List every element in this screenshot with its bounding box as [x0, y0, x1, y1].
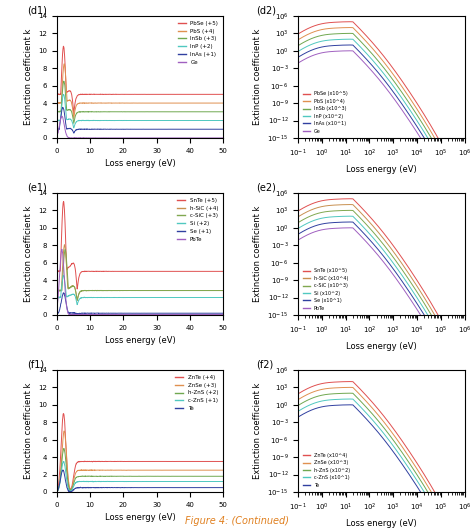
- X-axis label: Loss energy (eV): Loss energy (eV): [346, 165, 417, 174]
- X-axis label: Loss energy (eV): Loss energy (eV): [105, 159, 175, 168]
- Legend: SnTe (x10^5), h-SiC (x10^4), c-SiC (x10^3), Si (x10^2), Se (x10^1), PbTe: SnTe (x10^5), h-SiC (x10^4), c-SiC (x10^…: [301, 267, 350, 313]
- X-axis label: Loss energy (eV): Loss energy (eV): [346, 342, 417, 351]
- Y-axis label: Extinction coefficient k: Extinction coefficient k: [253, 383, 262, 479]
- Legend: PbSe (x10^5), PbS (x10^4), InSb (x10^3), InP (x10^2), InAs (x10^1), Ge: PbSe (x10^5), PbS (x10^4), InSb (x10^3),…: [301, 89, 349, 135]
- Text: (e2): (e2): [256, 183, 276, 193]
- Text: (e1): (e1): [27, 183, 46, 193]
- Text: (d2): (d2): [256, 5, 276, 15]
- Text: (d1): (d1): [27, 5, 47, 15]
- Text: (f2): (f2): [256, 359, 274, 369]
- Text: Figure 4: (Continued): Figure 4: (Continued): [185, 516, 289, 526]
- Y-axis label: Extinction coefficient k: Extinction coefficient k: [24, 29, 33, 125]
- Text: (f1): (f1): [27, 359, 44, 369]
- Legend: ZnTe (+4), ZnSe (+3), h-ZnS (+2), c-ZnS (+1), Te: ZnTe (+4), ZnSe (+3), h-ZnS (+2), c-ZnS …: [173, 372, 220, 413]
- Legend: SnTe (+5), h-SiC (+4), c-SiC (+3), Si (+2), Se (+1), PbTe: SnTe (+5), h-SiC (+4), c-SiC (+3), Si (+…: [175, 196, 220, 244]
- Y-axis label: Extinction coefficient k: Extinction coefficient k: [24, 206, 33, 302]
- Y-axis label: Extinction coefficient k: Extinction coefficient k: [253, 29, 262, 125]
- Legend: PbSe (+5), PbS (+4), InSb (+3), InP (+2), InAs (+1), Ge: PbSe (+5), PbS (+4), InSb (+3), InP (+2)…: [175, 19, 220, 67]
- Y-axis label: Extinction coefficient k: Extinction coefficient k: [253, 206, 262, 302]
- X-axis label: Loss energy (eV): Loss energy (eV): [346, 518, 417, 527]
- X-axis label: Loss energy (eV): Loss energy (eV): [105, 336, 175, 345]
- X-axis label: Loss energy (eV): Loss energy (eV): [105, 513, 175, 522]
- Y-axis label: Extinction coefficient k: Extinction coefficient k: [24, 383, 33, 479]
- Legend: ZnTe (x10^4), ZnSe (x10^3), h-ZnS (x10^2), c-ZnS (x10^1), Te: ZnTe (x10^4), ZnSe (x10^3), h-ZnS (x10^2…: [301, 451, 352, 489]
